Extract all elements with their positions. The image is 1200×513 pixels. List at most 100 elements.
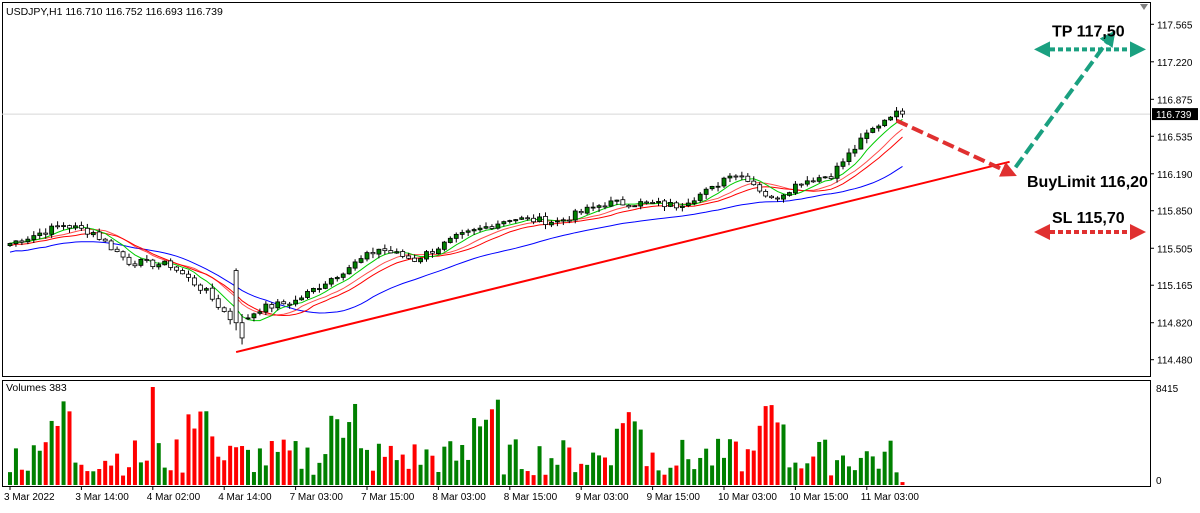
- candle-body-up: [584, 206, 590, 214]
- volume-bar: [127, 467, 131, 485]
- volume-bar: [489, 409, 494, 485]
- candle-body-down: [602, 205, 608, 208]
- candle-body-up: [727, 175, 733, 179]
- candle: [751, 176, 757, 186]
- candle: [739, 171, 745, 181]
- candle-body-down: [674, 202, 679, 209]
- candle-body-up: [709, 185, 715, 190]
- price-tick-label: 114.820: [1157, 319, 1193, 330]
- candle: [685, 198, 691, 208]
- candle: [174, 266, 180, 273]
- candle-body-down: [739, 175, 745, 178]
- volume-bar: [835, 460, 840, 485]
- candle: [203, 287, 209, 294]
- volume-bar: [686, 459, 691, 485]
- candle-body-up: [13, 240, 19, 245]
- volume-bar: [388, 445, 393, 485]
- candle: [322, 281, 328, 290]
- candle: [388, 246, 394, 254]
- volume-bar: [864, 451, 869, 485]
- volume-bar: [287, 450, 292, 485]
- candle-body-down: [430, 251, 435, 254]
- candle: [245, 314, 251, 321]
- candle: [382, 244, 388, 255]
- candle-body-down: [798, 183, 804, 186]
- volume-bar: [150, 387, 155, 485]
- candle-body-up: [394, 251, 400, 254]
- volume-bar: [228, 445, 233, 485]
- candle: [679, 203, 685, 212]
- candle: [852, 144, 858, 157]
- candle-body-up: [435, 248, 441, 254]
- candle: [662, 199, 667, 212]
- candle: [275, 299, 281, 311]
- candle: [584, 204, 590, 215]
- candle-body-up: [852, 148, 858, 154]
- candle-body-up: [483, 226, 489, 229]
- volume-bar: [567, 447, 572, 485]
- moving-average-mid-2: [9, 128, 903, 317]
- candle: [269, 302, 275, 313]
- tp-arrow: [1013, 30, 1116, 169]
- candle-body-up: [555, 220, 560, 223]
- candle: [650, 199, 655, 204]
- symbol-header: USDJPY,H1 116.710 116.752 116.693 116.73…: [6, 6, 223, 18]
- volume-bar: [674, 465, 679, 485]
- candle-body-up: [73, 225, 78, 229]
- candle-body-down: [144, 259, 150, 261]
- candle: [882, 119, 888, 128]
- volume-bar: [186, 414, 191, 485]
- volume-bar: [251, 472, 256, 485]
- candle-body-down: [180, 270, 185, 275]
- volume-bar: [424, 449, 429, 485]
- volume-bar: [109, 465, 114, 485]
- candle-body-up: [614, 199, 620, 202]
- candle: [406, 252, 412, 260]
- candle: [674, 200, 679, 211]
- volume-bar: [430, 455, 435, 485]
- candle: [840, 158, 846, 170]
- candle: [590, 202, 596, 212]
- volume-bar: [329, 415, 334, 485]
- candle-body-up: [7, 243, 13, 247]
- volume-bar: [775, 422, 780, 485]
- candle: [412, 254, 418, 263]
- candle: [727, 173, 733, 183]
- candle-body-up: [25, 238, 31, 243]
- candle: [513, 219, 519, 224]
- candle-body-down: [108, 240, 114, 251]
- candle: [13, 240, 19, 247]
- candle-body-up: [316, 288, 322, 290]
- candle: [822, 175, 828, 179]
- candle-body-down: [132, 263, 138, 267]
- volume-bar: [805, 463, 810, 485]
- volume-bar: [180, 472, 185, 485]
- candle-body-down: [150, 259, 156, 267]
- volume-bar: [138, 462, 143, 485]
- volume-tick-label: 8415: [1156, 384, 1179, 395]
- candle-body-up: [697, 193, 703, 201]
- volume-bar: [466, 459, 471, 485]
- price-tick-label: 117.220: [1157, 58, 1193, 69]
- candle-body-up: [549, 221, 554, 226]
- volume-bar: [246, 449, 250, 485]
- candle-body-down: [620, 199, 626, 206]
- candle: [358, 255, 364, 264]
- candle: [352, 259, 358, 271]
- candle: [465, 228, 471, 237]
- candle-body-down: [828, 176, 834, 180]
- candle: [257, 308, 263, 316]
- candle-body-up: [513, 219, 519, 222]
- candle-body-up: [352, 261, 358, 269]
- candle: [549, 220, 554, 228]
- candle-body-up: [572, 210, 578, 221]
- candle-body-down: [287, 303, 293, 306]
- candle: [560, 217, 566, 226]
- candle-body-up: [656, 201, 661, 203]
- volume-bar: [436, 471, 441, 485]
- volume-bar: [317, 462, 322, 485]
- candle-body-up: [49, 225, 55, 235]
- candle: [709, 185, 715, 191]
- time-label: 11 Mar 03:00: [861, 492, 920, 503]
- candle-body-up: [679, 205, 685, 208]
